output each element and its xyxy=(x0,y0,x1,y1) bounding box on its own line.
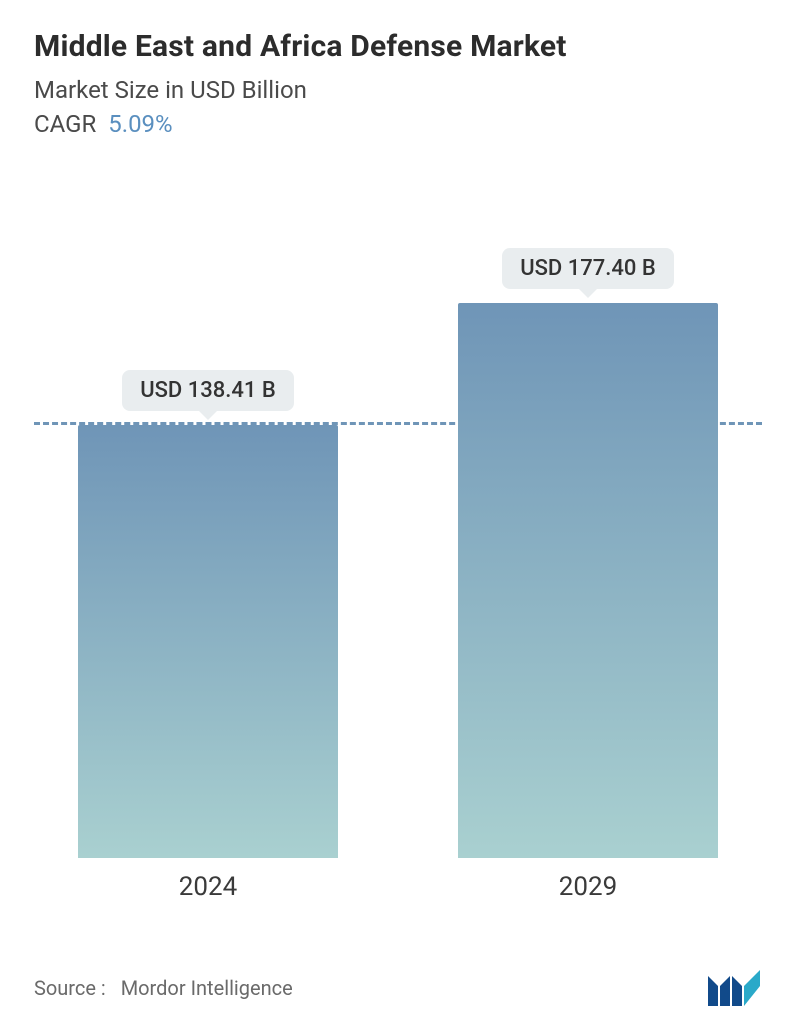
bar-1 xyxy=(458,303,718,858)
bar-col-0: USD 138.41 B xyxy=(78,370,338,858)
bar-col-1: USD 177.40 B xyxy=(458,248,718,858)
cagr-row: CAGR 5.09% xyxy=(34,110,762,138)
bar-chart: USD 138.41 B USD 177.40 B 2024 2029 xyxy=(34,168,762,928)
x-label-1: 2029 xyxy=(458,872,718,902)
bars-container: USD 138.41 B USD 177.40 B xyxy=(34,168,762,858)
value-pill-1: USD 177.40 B xyxy=(502,248,674,289)
cagr-value: 5.09% xyxy=(108,110,172,138)
x-axis: 2024 2029 xyxy=(34,872,762,902)
brand-logo xyxy=(706,968,762,1008)
plot-area: USD 138.41 B USD 177.40 B xyxy=(34,168,762,858)
value-pill-0: USD 138.41 B xyxy=(122,370,294,411)
chart-subtitle: Market Size in USD Billion xyxy=(34,76,762,104)
x-label-0: 2024 xyxy=(78,872,338,902)
cagr-label: CAGR xyxy=(34,110,96,138)
bar-0 xyxy=(78,425,338,858)
source-name: Mordor Intelligence xyxy=(121,976,293,1000)
source-text: Source : Mordor Intelligence xyxy=(34,976,293,1000)
footer: Source : Mordor Intelligence xyxy=(34,968,762,1008)
source-label: Source : xyxy=(34,976,106,1000)
chart-title: Middle East and Africa Defense Market xyxy=(34,28,762,66)
